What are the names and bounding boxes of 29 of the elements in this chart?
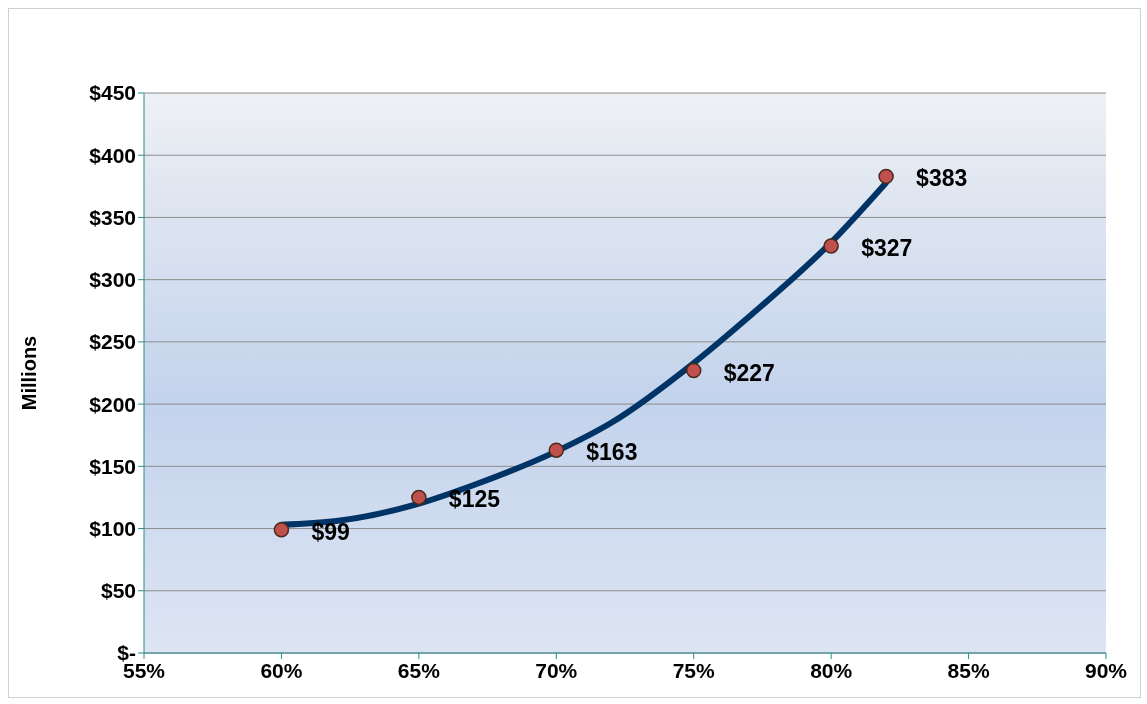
- y-tick-label: $400: [89, 143, 136, 167]
- y-tick-label: $100: [89, 517, 136, 541]
- data-label: $383: [916, 165, 968, 192]
- y-tick-label: $300: [89, 268, 136, 292]
- point: [273, 522, 290, 538]
- data-label: $99: [311, 518, 350, 545]
- y-tick-label: $350: [89, 205, 136, 229]
- y-axis-title: Millions: [18, 335, 41, 411]
- x-tick-label: 60%: [260, 658, 303, 682]
- point: [685, 362, 702, 379]
- data-label: $163: [586, 439, 638, 466]
- data-label: $327: [861, 235, 913, 262]
- x-tick-label: 70%: [535, 658, 578, 682]
- x-tick-label: 75%: [672, 658, 716, 682]
- x-tick-label: 90%: [1084, 658, 1128, 682]
- x-tick-label: 85%: [947, 658, 990, 682]
- y-tick-label: $450: [89, 81, 136, 105]
- y-tick-label: $50: [100, 579, 136, 603]
- x-tick-label: 80%: [810, 658, 853, 682]
- y-tick-label: $150: [89, 454, 136, 478]
- x-tick-label: 65%: [397, 658, 441, 682]
- point: [411, 489, 427, 506]
- data-label: $227: [723, 359, 775, 386]
- y-tick-label: $250: [89, 330, 136, 354]
- point: [548, 442, 565, 458]
- data-label: $125: [448, 486, 501, 513]
- point: [823, 238, 839, 254]
- point: [878, 168, 894, 185]
- y-tick-label: $200: [89, 392, 136, 416]
